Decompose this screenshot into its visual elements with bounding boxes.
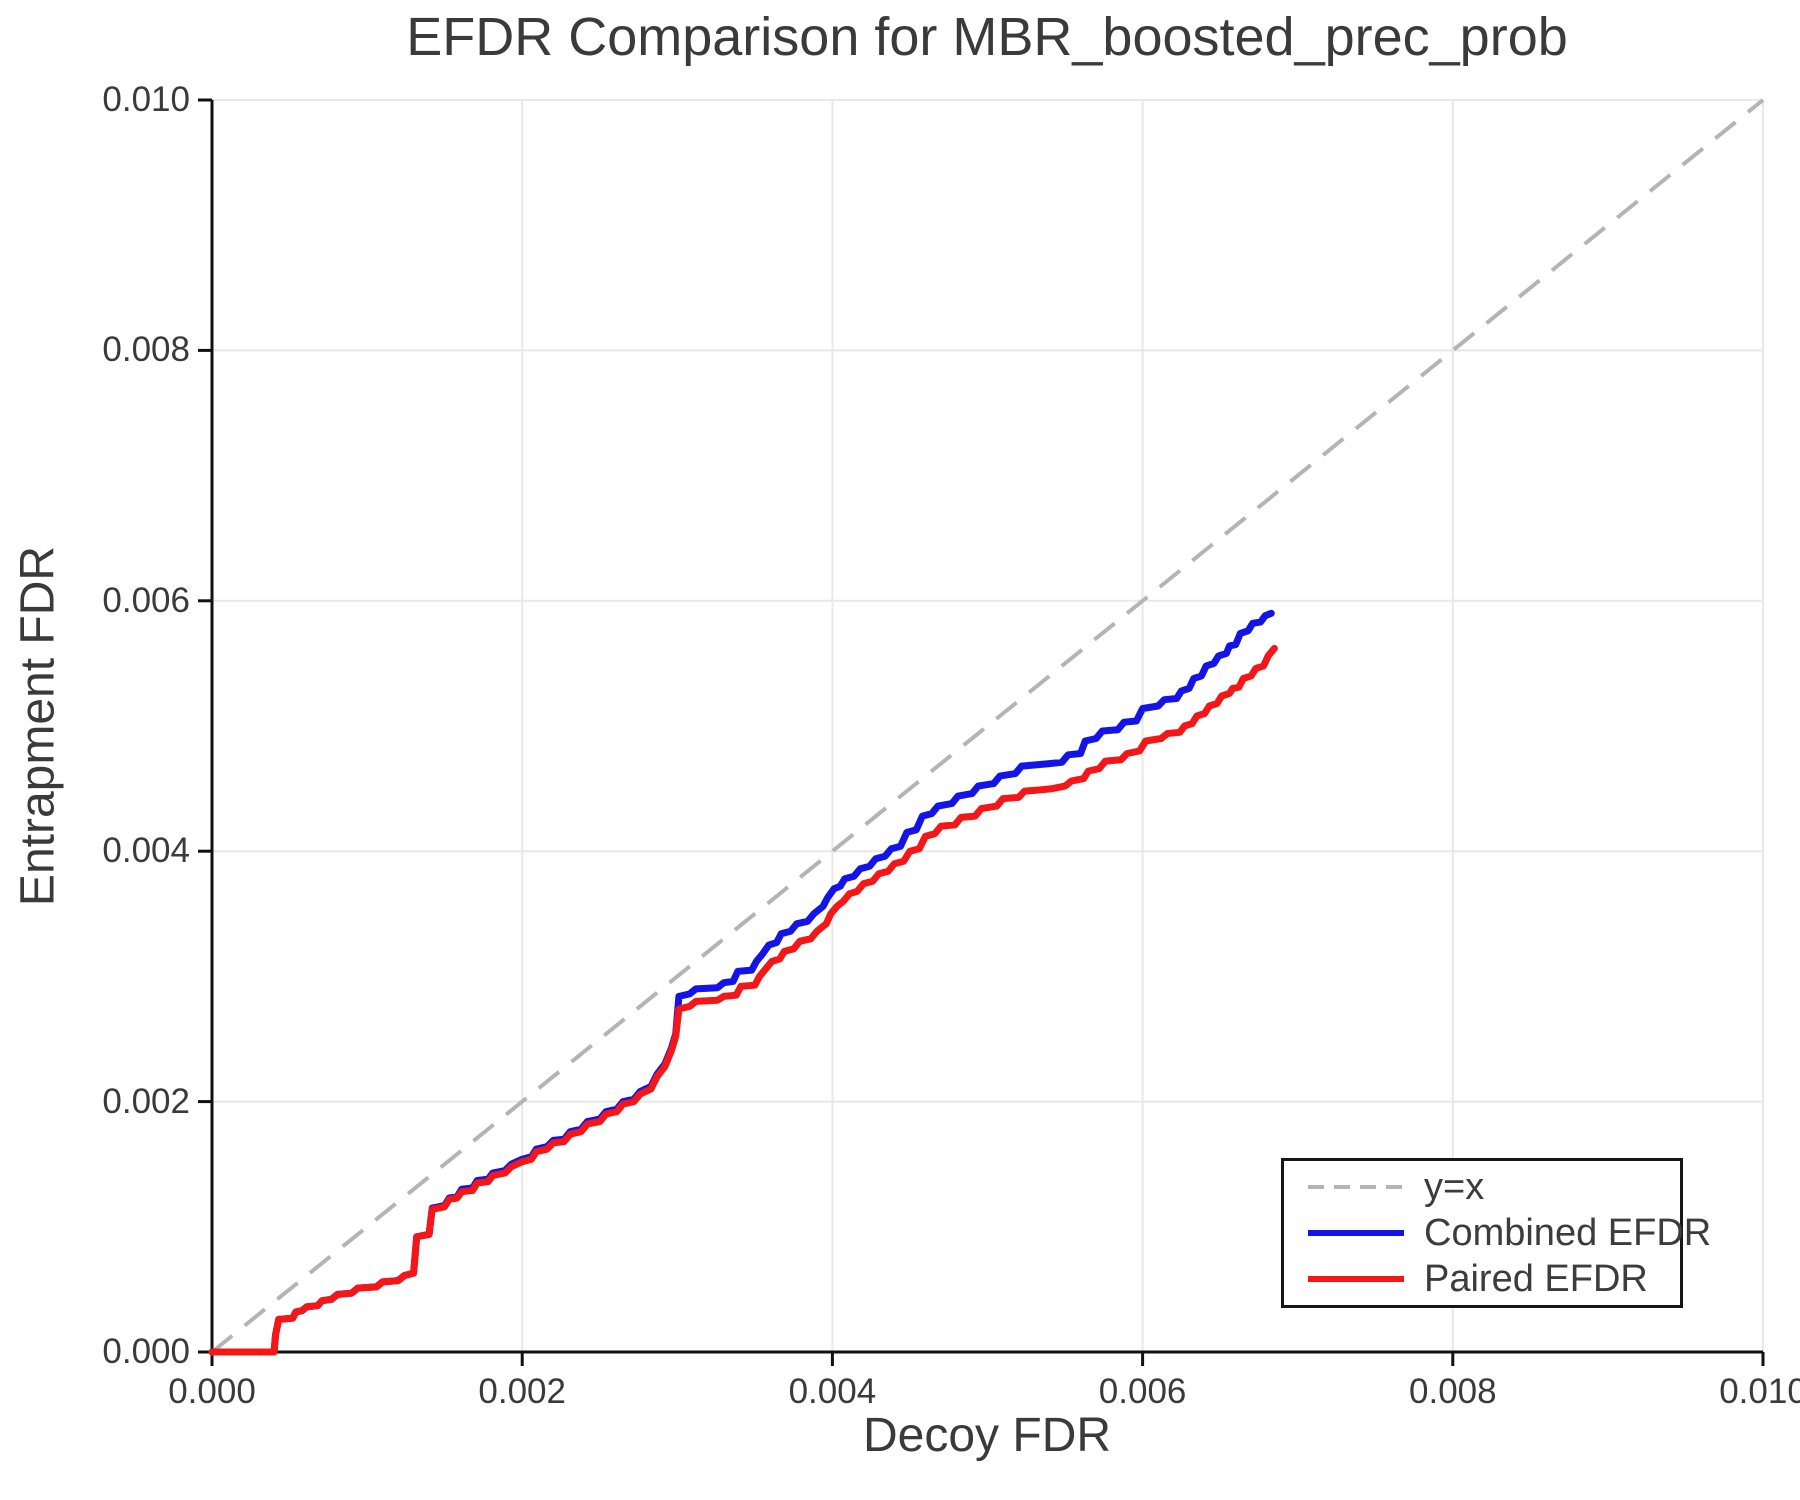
x-tick-label-0.000: 0.000: [168, 1372, 256, 1411]
y-tick-label-0.006: 0.006: [102, 580, 190, 620]
legend-row-paired-efdr: Paired EFDR: [1306, 1257, 1680, 1301]
y-tick-label-0.002: 0.002: [102, 1081, 190, 1121]
legend-paired-line-sample: [1308, 1276, 1404, 1282]
x-tick-label-0.002: 0.002: [478, 1372, 566, 1411]
y-tick-label-0.008: 0.008: [102, 330, 190, 370]
y-axis-label: Entrapment FDR: [11, 545, 65, 907]
y-tick-label-0.010: 0.010: [102, 80, 190, 119]
chart-title: EFDR Comparison for MBR_boosted_prec_pro…: [406, 7, 1568, 67]
x-tick-label-0.008: 0.008: [1409, 1372, 1497, 1411]
legend-label-paired-efdr: Paired EFDR: [1424, 1258, 1648, 1300]
diagonal-y-equals-x-line: [210, 98, 1765, 1354]
legend-label-combined-efdr: Combined EFDR: [1424, 1212, 1712, 1254]
y-tick-label-0.004: 0.004: [102, 831, 190, 871]
legend-dashed-line-sample: [1308, 1185, 1404, 1189]
series-line-combined-efdr: [208, 609, 1275, 1356]
y-tick-label-0.000: 0.000: [102, 1332, 190, 1371]
legend-label-yx: y=x: [1424, 1166, 1485, 1208]
legend-row-yx: y=x: [1306, 1165, 1680, 1209]
legend-row-combined-efdr: Combined EFDR: [1306, 1211, 1711, 1255]
x-tick-label-0.004: 0.004: [788, 1372, 877, 1411]
legend-combined-line-sample: [1308, 1230, 1404, 1236]
series-line-paired-efdr: [208, 644, 1278, 1356]
legend: y=x Combined EFDR Paired EFDR: [1281, 1158, 1711, 1308]
x-tick-label-0.010: 0.010: [1719, 1372, 1800, 1411]
x-axis-label: Decoy FDR: [862, 1409, 1112, 1462]
x-tick-label-0.006: 0.006: [1098, 1372, 1187, 1411]
